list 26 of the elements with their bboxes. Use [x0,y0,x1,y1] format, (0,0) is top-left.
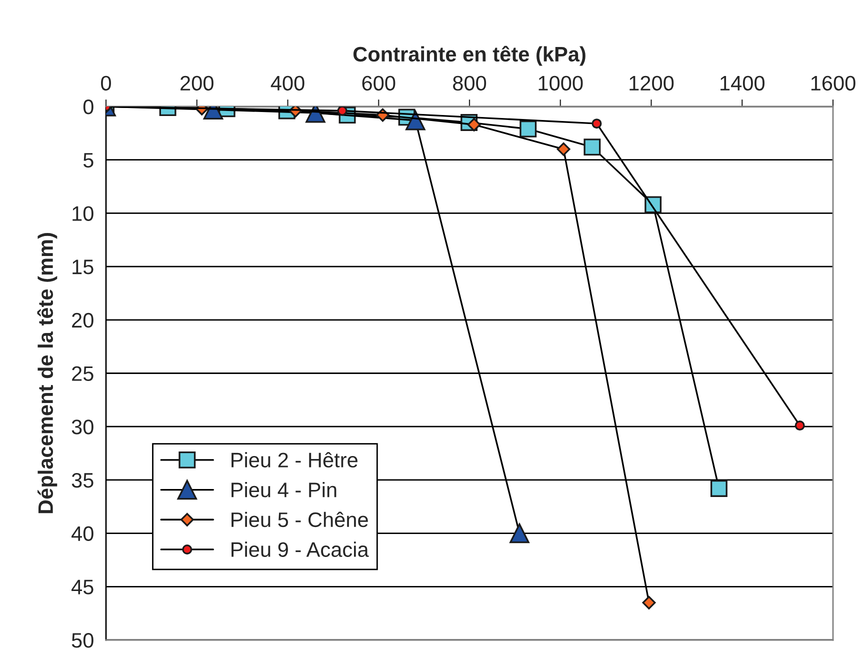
y-tick-label: 50 [72,633,94,648]
x-tick-label: 200 [180,76,214,91]
x-tick-label: 1400 [720,76,764,91]
y-tick-label: 0 [83,100,94,114]
x-tick-label: 1200 [630,76,674,91]
y-tick-label: 40 [72,526,94,542]
x-tick-label: 0 [101,76,111,91]
x-tick-label: 400 [270,76,304,91]
y-tick-label: 20 [72,312,94,328]
legend-label: Pieu 9 - Acacia [232,542,369,557]
y-tick-label: 45 [72,580,94,594]
y-tick-label: 10 [72,206,94,221]
x-axis-title: Contrainte en tête (kPa) [353,46,586,66]
x-tick-label: 600 [362,76,396,91]
y-tick-label: 5 [83,153,94,168]
y-axis-title: Déplacement de la tête (mm) [37,233,58,514]
x-tick-label: 1600 [811,76,856,91]
legend-label: Pieu 4 - Pin [232,482,336,498]
y-tick-label: 15 [72,260,94,274]
y-tick-label: 35 [72,472,94,488]
y-tick-label: 25 [72,366,94,382]
x-tick-label: 1000 [538,76,583,91]
legend-label: Pieu 5 - Chêne [232,512,368,528]
x-tick-label: 800 [453,76,486,91]
legend-label: Pieu 2 - Hêtre [232,452,358,468]
y-tick-label: 30 [72,420,94,434]
